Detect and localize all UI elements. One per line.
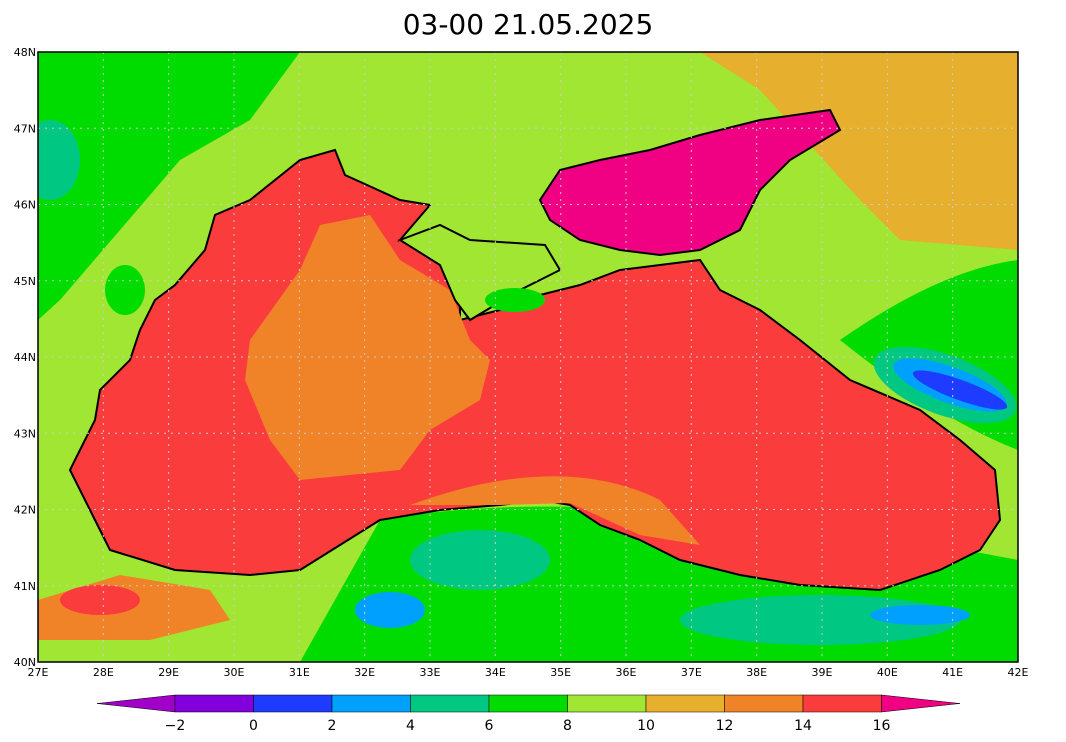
lon-label: 40E [877, 666, 898, 679]
field [38, 52, 1018, 662]
lat-label: 44N [14, 351, 36, 364]
colorbar [96, 694, 961, 713]
lat-label: 40N [14, 656, 36, 669]
colorbar-label: −2 [165, 718, 186, 734]
colorbar-box [488, 694, 568, 713]
lat-label: 48N [14, 46, 36, 59]
lon-label: 42E [1008, 666, 1029, 679]
lon-label: 28E [93, 666, 114, 679]
colorbar-arrow-high [881, 694, 961, 713]
lon-label: 33E [420, 666, 441, 679]
lat-label: 47N [14, 122, 36, 135]
lon-label: 30E [224, 666, 245, 679]
colorbar-box [802, 694, 882, 713]
colorbar-label: 2 [328, 718, 337, 734]
colorbar-label: 14 [794, 718, 812, 734]
colorbar-box [331, 694, 411, 713]
colorbar-box [410, 694, 490, 713]
lon-label: 29E [158, 666, 179, 679]
lon-label: 34E [485, 666, 506, 679]
lon-label: 39E [812, 666, 833, 679]
colorbar-box [174, 694, 254, 713]
colorbar-label: 16 [873, 718, 891, 734]
lat-label: 46N [14, 199, 36, 212]
colorbar-label: 12 [716, 718, 734, 734]
colorbar-label: 4 [406, 718, 415, 734]
lon-label: 31E [289, 666, 310, 679]
title: 03-00 21.05.2025 [403, 8, 654, 41]
lat-label: 45N [14, 275, 36, 288]
lat-label: 41N [14, 580, 36, 593]
lon-label: 36E [616, 666, 637, 679]
lon-label: 27E [28, 666, 49, 679]
colorbar-box [253, 694, 333, 713]
colorbar-label: 10 [637, 718, 655, 734]
lon-label: 35E [550, 666, 571, 679]
colorbar-label: 6 [485, 718, 494, 734]
lon-label: 38E [746, 666, 767, 679]
lon-label: 32E [354, 666, 375, 679]
lon-label: 41E [942, 666, 963, 679]
lon-label: 37E [681, 666, 702, 679]
colorbar-box [724, 694, 804, 713]
frame [37, 51, 1019, 663]
colorbar-label: 0 [249, 718, 258, 734]
colorbar-label: 8 [563, 718, 572, 734]
colorbar-box [567, 694, 647, 713]
lat-label: 43N [14, 427, 36, 440]
colorbar-box [645, 694, 725, 713]
lat-label: 42N [14, 504, 36, 517]
colorbar-arrow-low [96, 694, 176, 713]
